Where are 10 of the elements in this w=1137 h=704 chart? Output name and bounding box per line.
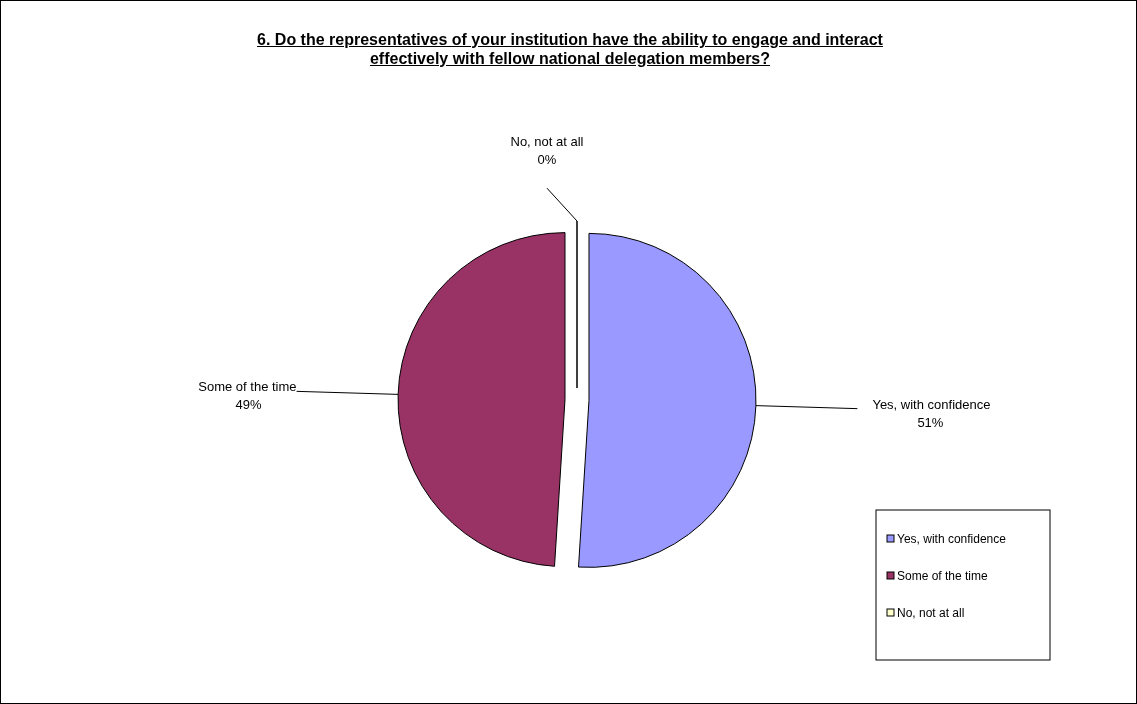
slice-label: Yes, with confidence bbox=[872, 396, 991, 412]
legend-label: Some of the time bbox=[897, 569, 989, 583]
legend-label: Yes, with confidence bbox=[897, 532, 1007, 546]
slice-label: Some of the time bbox=[198, 379, 297, 395]
text: 0% bbox=[537, 152, 557, 168]
data-label: 49% bbox=[235, 397, 263, 413]
category-label: No, not at all bbox=[510, 134, 584, 150]
chart-title: 6. Do the representatives of your institution have the ability to engage and interact effectively with fellow national delegation members? bbox=[256, 30, 884, 68]
legend-label: No, not at all bbox=[897, 606, 965, 620]
data-label: 51% bbox=[917, 414, 944, 430]
